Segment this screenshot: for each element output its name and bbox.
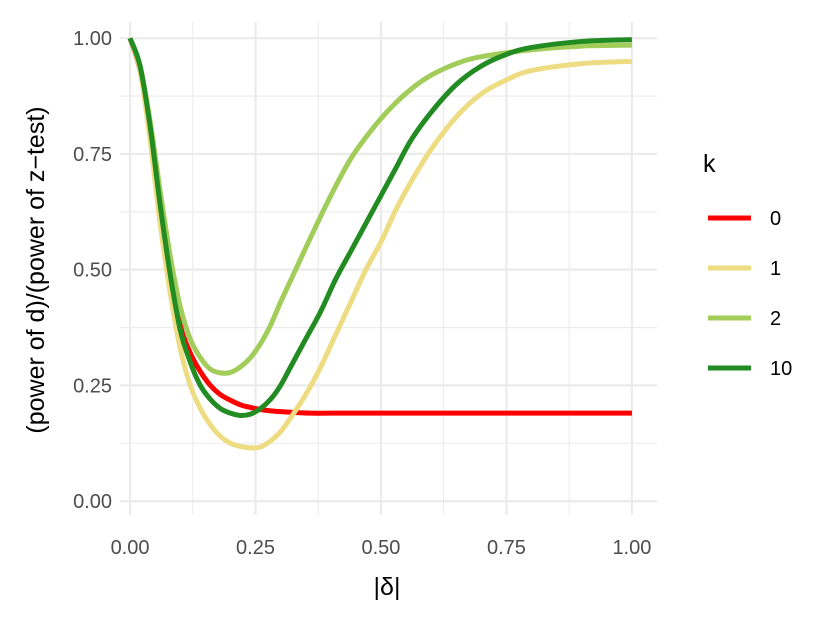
series-lines [127, 37, 633, 451]
x-axis-tick-labels: 0.00 0.25 0.50 0.75 1.00 [111, 537, 652, 559]
legend-label-k-10: 10 [770, 358, 792, 380]
y-tick-label: 0.25 [73, 375, 112, 397]
legend-title: k [703, 150, 716, 178]
y-axis-tick-labels: 0.00 0.25 0.50 0.75 1.00 [73, 28, 112, 513]
y-tick-label: 1.00 [73, 28, 112, 50]
series-line-k-2 [127, 37, 632, 376]
legend-label-k-2: 2 [770, 308, 781, 330]
minor-gridlines [120, 22, 657, 515]
x-axis-title: |δ| [374, 573, 401, 601]
x-tick-label: 0.50 [362, 537, 401, 559]
y-tick-label: 0.75 [73, 144, 112, 166]
legend: k 0 1 2 10 [703, 150, 792, 380]
x-tick-label: 0.75 [487, 537, 526, 559]
x-tick-label: 1.00 [612, 537, 651, 559]
x-tick-label: 0.25 [236, 537, 275, 559]
x-tick-label: 0.00 [111, 537, 150, 559]
major-gridlines [120, 22, 657, 515]
legend-label-k-1: 1 [770, 258, 781, 280]
y-tick-label: 0.00 [73, 491, 112, 513]
y-tick-label: 0.50 [73, 260, 112, 282]
series-line-k-10 [127, 37, 633, 419]
series-line-k-1 [127, 37, 633, 451]
legend-label-k-0: 0 [770, 208, 781, 230]
y-axis-title: (power of d)/(power of z−test) [22, 106, 50, 433]
